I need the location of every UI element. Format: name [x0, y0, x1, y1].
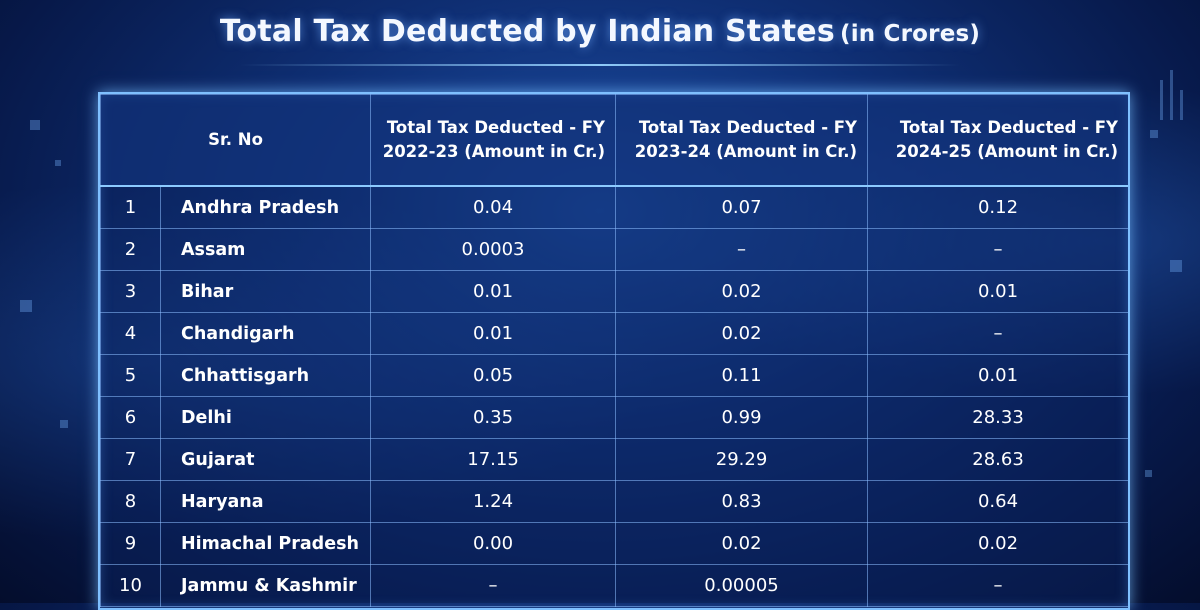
title-main: Total Tax Deducted by Indian States — [219, 14, 835, 49]
cell-state: Chhattisgarh — [159, 354, 372, 397]
cell-fy-2022-23: 0.05 — [370, 354, 617, 397]
tax-table-frame: Sr. No Total Tax Deducted - FY 2022-23 (… — [98, 92, 1130, 610]
cell-state: Assam — [159, 228, 372, 271]
cell-fy-2024-25: 0.12 — [867, 185, 1128, 229]
cell-fy-2022-23: 17.15 — [370, 438, 617, 481]
table-row: 9 Himachal Pradesh 0.00 0.02 0.02 — [100, 522, 1128, 565]
header-fy-2024-25: Total Tax Deducted - FY 2024-25 (Amount … — [867, 94, 1128, 187]
cell-fy-2022-23: 0.0003 — [370, 228, 617, 271]
decoration-bar — [1180, 90, 1183, 120]
cell-fy-2022-23: 0.04 — [370, 185, 617, 229]
title-suffix: (in Crores) — [839, 21, 981, 47]
cell-sr-no: 1 — [100, 185, 161, 229]
cell-state: Bihar — [159, 270, 372, 313]
decoration-square — [55, 160, 61, 166]
cell-fy-2022-23: 0.01 — [370, 270, 617, 313]
cell-fy-2023-24: 0.07 — [615, 185, 869, 229]
cell-fy-2024-25: – — [867, 564, 1128, 607]
header-sr-no: Sr. No — [100, 94, 372, 187]
cell-fy-2023-24: 0.02 — [615, 270, 869, 313]
cell-fy-2024-25: – — [867, 312, 1128, 355]
table-row: 8 Haryana 1.24 0.83 0.64 — [100, 480, 1128, 523]
table-row: 2 Assam 0.0003 – – — [100, 228, 1128, 271]
cell-state: Delhi — [159, 396, 372, 439]
header-fy-2022-23: Total Tax Deducted - FY 2022-23 (Amount … — [370, 94, 617, 187]
cell-fy-2023-24: 0.11 — [615, 354, 869, 397]
cell-fy-2022-23: 0.00 — [370, 522, 617, 565]
cell-sr-no: 10 — [100, 564, 161, 607]
cell-fy-2024-25: 0.01 — [867, 270, 1128, 313]
decoration-square — [20, 300, 32, 312]
table-row: 5 Chhattisgarh 0.05 0.11 0.01 — [100, 354, 1128, 397]
cell-fy-2024-25: 28.63 — [867, 438, 1128, 481]
cell-fy-2024-25: 0.02 — [867, 522, 1128, 565]
cell-fy-2023-24: 29.29 — [615, 438, 869, 481]
decoration-bar — [1160, 80, 1163, 120]
table-row: 10 Jammu & Kashmir – 0.00005 – — [100, 564, 1128, 607]
cell-fy-2023-24: 0.83 — [615, 480, 869, 523]
cell-state: Jammu & Kashmir — [159, 564, 372, 607]
table-body: 1 Andhra Pradesh 0.04 0.07 0.12 2 Assam … — [100, 185, 1128, 607]
cell-state: Chandigarh — [159, 312, 372, 355]
cell-fy-2022-23: – — [370, 564, 617, 607]
cell-state: Himachal Pradesh — [159, 522, 372, 565]
tax-table: Sr. No Total Tax Deducted - FY 2022-23 (… — [100, 94, 1128, 607]
decoration-square — [1145, 470, 1152, 477]
cell-sr-no: 3 — [100, 270, 161, 313]
cell-sr-no: 8 — [100, 480, 161, 523]
table-row: 7 Gujarat 17.15 29.29 28.63 — [100, 438, 1128, 481]
decoration-square — [1150, 130, 1158, 138]
cell-fy-2023-24: 0.02 — [615, 522, 869, 565]
title-underline — [240, 64, 960, 66]
header-fy-2023-24: Total Tax Deducted - FY 2023-24 (Amount … — [615, 94, 869, 187]
table-row: 4 Chandigarh 0.01 0.02 – — [100, 312, 1128, 355]
cell-state: Haryana — [159, 480, 372, 523]
cell-fy-2022-23: 0.35 — [370, 396, 617, 439]
cell-sr-no: 2 — [100, 228, 161, 271]
cell-fy-2024-25: 28.33 — [867, 396, 1128, 439]
table-row: 3 Bihar 0.01 0.02 0.01 — [100, 270, 1128, 313]
cell-sr-no: 7 — [100, 438, 161, 481]
decoration-square — [30, 120, 40, 130]
cell-fy-2023-24: 0.02 — [615, 312, 869, 355]
cell-sr-no: 4 — [100, 312, 161, 355]
table-header: Sr. No Total Tax Deducted - FY 2022-23 (… — [100, 94, 1128, 187]
cell-fy-2024-25: – — [867, 228, 1128, 271]
cell-state: Gujarat — [159, 438, 372, 481]
cell-sr-no: 6 — [100, 396, 161, 439]
cell-fy-2023-24: 0.99 — [615, 396, 869, 439]
cell-fy-2023-24: 0.00005 — [615, 564, 869, 607]
cell-fy-2022-23: 1.24 — [370, 480, 617, 523]
table-row: 6 Delhi 0.35 0.99 28.33 — [100, 396, 1128, 439]
cell-sr-no: 5 — [100, 354, 161, 397]
cell-fy-2023-24: – — [615, 228, 869, 271]
page-title: Total Tax Deducted by Indian States (in … — [0, 14, 1200, 49]
table-row: 1 Andhra Pradesh 0.04 0.07 0.12 — [100, 185, 1128, 229]
table-header-row: Sr. No Total Tax Deducted - FY 2022-23 (… — [100, 94, 1128, 187]
decoration-square — [1170, 260, 1182, 272]
decoration-bar — [1170, 70, 1173, 120]
decoration-square — [60, 420, 68, 428]
cell-sr-no: 9 — [100, 522, 161, 565]
cell-state: Andhra Pradesh — [159, 185, 372, 229]
cell-fy-2024-25: 0.01 — [867, 354, 1128, 397]
cell-fy-2022-23: 0.01 — [370, 312, 617, 355]
cell-fy-2024-25: 0.64 — [867, 480, 1128, 523]
